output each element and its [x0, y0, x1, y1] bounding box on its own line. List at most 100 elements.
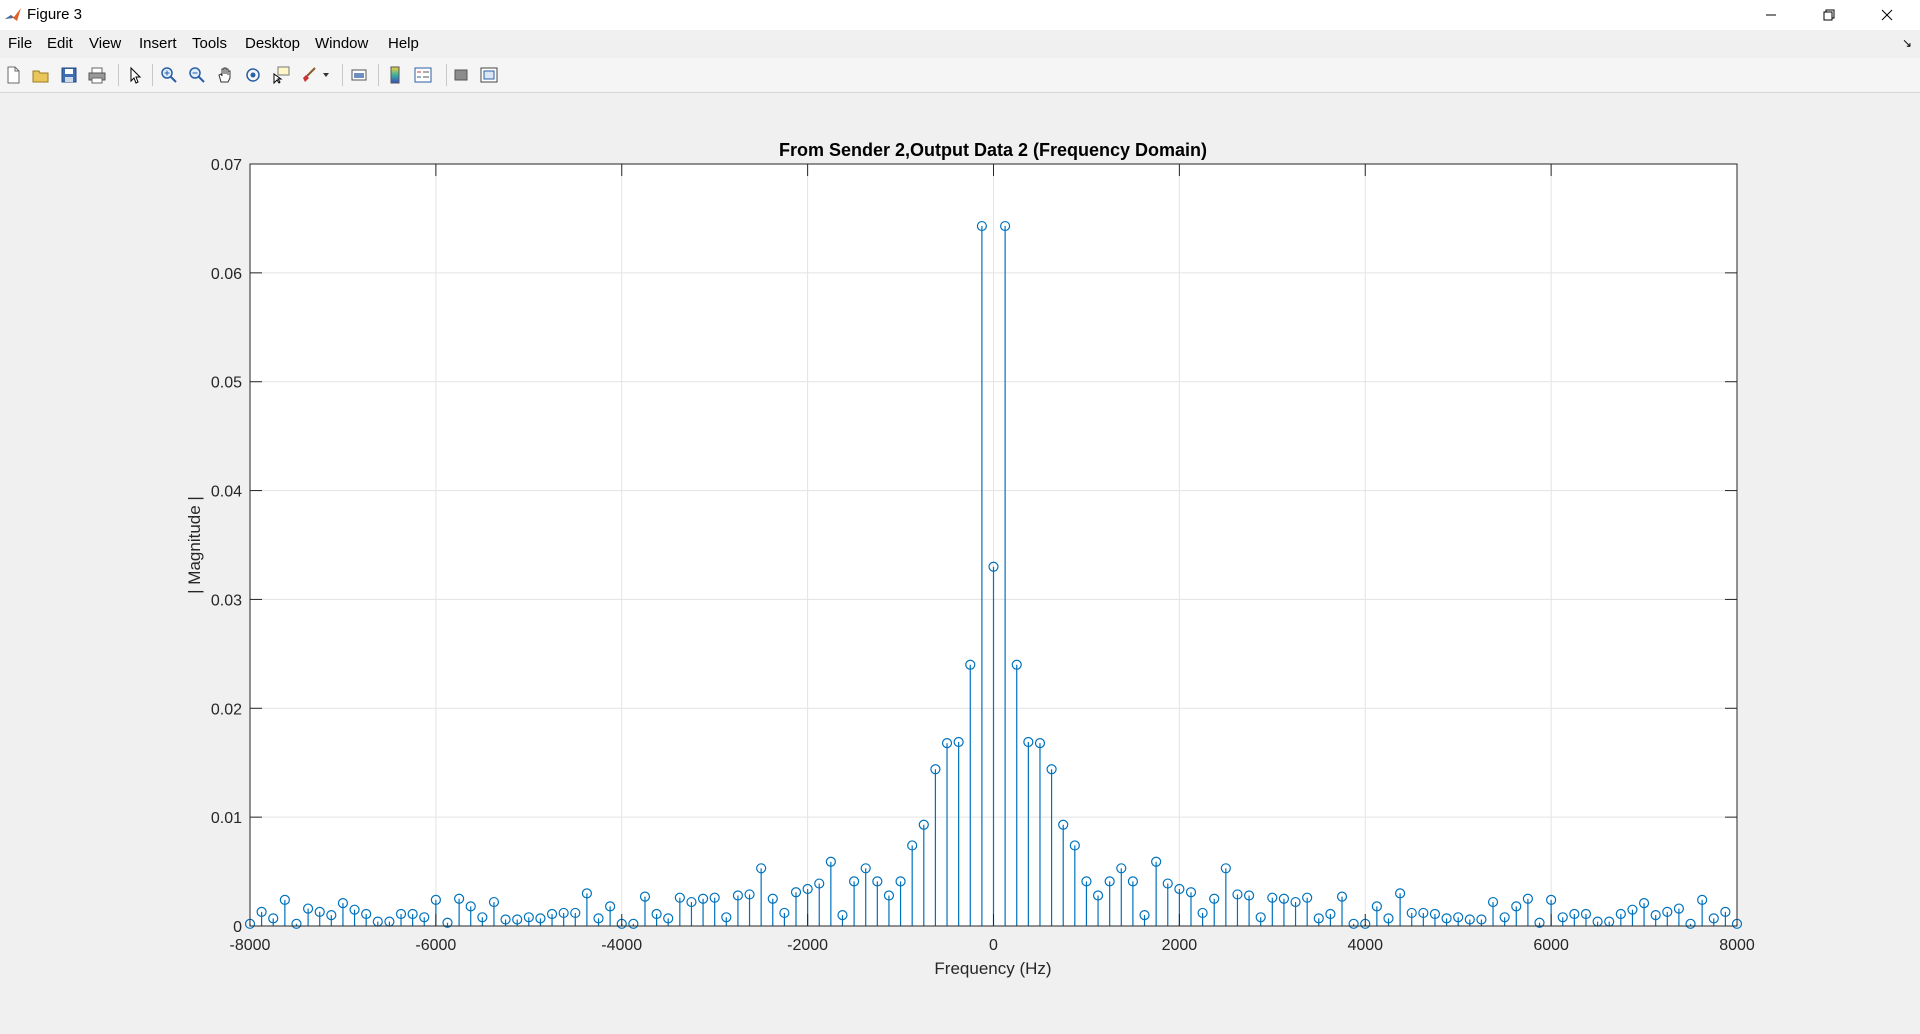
- new-figure-icon: [7, 66, 20, 84]
- stem-marker: [1650, 910, 1661, 921]
- y-tick-label: 0.03: [211, 592, 242, 609]
- stem-marker: [1453, 912, 1464, 923]
- stem-marker: [430, 894, 441, 905]
- stem-marker: [1000, 220, 1011, 232]
- restore-icon: [1823, 9, 1835, 21]
- dock-arrow-icon[interactable]: ↘: [1901, 36, 1912, 50]
- stem-marker: [1139, 910, 1150, 921]
- hide-plot-tools-button[interactable]: [450, 64, 472, 86]
- insert-colorbar-button[interactable]: [384, 64, 406, 86]
- stem-marker: [1627, 904, 1638, 915]
- stem-marker: [1034, 738, 1046, 749]
- stem-marker: [291, 918, 302, 929]
- hide-plot-tools-icon: [454, 69, 468, 81]
- stem-marker: [965, 659, 976, 670]
- menu-desktop[interactable]: Desktop: [245, 35, 301, 52]
- stem-marker: [477, 912, 488, 923]
- open-file-button[interactable]: [30, 64, 52, 86]
- stem-marker: [1371, 901, 1382, 912]
- stem-marker: [860, 863, 871, 874]
- insert-legend-button[interactable]: [412, 64, 434, 86]
- rotate-3d-button[interactable]: [242, 64, 264, 86]
- stem-marker: [1522, 893, 1533, 904]
- y-tick-label: 0.06: [211, 266, 242, 283]
- stem-marker: [1162, 878, 1173, 889]
- edit-plot-button[interactable]: [124, 64, 146, 86]
- x-tick-label: -2000: [787, 937, 828, 954]
- menu-view[interactable]: View: [89, 35, 122, 52]
- rotate-3d-icon: [246, 68, 260, 82]
- stem-marker: [488, 896, 500, 908]
- stem-marker: [663, 913, 674, 924]
- zoom-in-icon: [161, 67, 177, 83]
- stem-marker: [1336, 891, 1348, 902]
- menu-window[interactable]: Window: [315, 35, 369, 52]
- menu-help[interactable]: Help: [388, 35, 419, 52]
- menu-tools[interactable]: Tools: [192, 35, 228, 52]
- stem-marker: [314, 906, 325, 917]
- stem-marker: [790, 887, 802, 898]
- stem-marker: [1546, 894, 1557, 905]
- stem-marker: [825, 856, 836, 867]
- stem-marker: [1209, 893, 1220, 904]
- restore-button[interactable]: [1806, 0, 1852, 30]
- stem-marker: [1557, 912, 1568, 923]
- stem-marker: [1058, 819, 1069, 830]
- menu-edit[interactable]: Edit: [47, 35, 73, 52]
- stem-marker: [674, 892, 685, 903]
- toolbar-separator: [118, 64, 119, 86]
- stem-marker: [454, 893, 465, 904]
- stem-marker: [1476, 914, 1487, 925]
- stem-marker: [361, 908, 372, 920]
- menu-insert[interactable]: Insert: [139, 35, 177, 52]
- stem-marker: [1197, 907, 1208, 919]
- new-figure-button[interactable]: [2, 64, 24, 86]
- link-plot-button[interactable]: [348, 64, 370, 86]
- stem-marker: [1069, 840, 1080, 851]
- stem-marker: [953, 736, 964, 748]
- stem-marker: [302, 903, 314, 914]
- print-button[interactable]: [86, 64, 108, 86]
- close-button[interactable]: [1864, 0, 1910, 30]
- y-tick-label: 0.01: [211, 810, 242, 827]
- stem-chart[interactable]: -8000 -6000 -4000 -2000 0 2000 4000 6000 8000 00…: [0, 93, 1920, 1029]
- stem-marker: [802, 883, 813, 895]
- x-tick-label: -6000: [415, 937, 456, 954]
- figure-toolbar: [0, 58, 1920, 93]
- stem-marker: [605, 901, 616, 912]
- x-tick-label: -4000: [601, 937, 642, 954]
- data-cursor-button[interactable]: [270, 64, 292, 86]
- stem-marker: [1383, 913, 1394, 924]
- stem-marker: [1313, 913, 1324, 924]
- stem-marker: [1615, 908, 1626, 920]
- x-tick-label: 6000: [1533, 937, 1569, 954]
- menu-file[interactable]: File: [8, 35, 33, 52]
- save-icon: [61, 67, 77, 83]
- stem-marker: [523, 912, 534, 923]
- matlab-logo-icon: [5, 8, 21, 21]
- brush-button[interactable]: [298, 64, 320, 86]
- zoom-in-button[interactable]: [158, 64, 180, 86]
- brush-dropdown[interactable]: [320, 64, 332, 86]
- zoom-out-button[interactable]: [186, 64, 208, 86]
- stem-marker: [349, 904, 360, 915]
- stem-marker: [1116, 863, 1127, 874]
- save-button[interactable]: [58, 64, 80, 86]
- stem-series: [244, 220, 1743, 929]
- stem-marker: [1638, 898, 1650, 909]
- stem-marker: [744, 889, 755, 900]
- stem-marker: [1487, 896, 1499, 908]
- stem-marker: [1406, 907, 1417, 919]
- pan-button[interactable]: [214, 64, 236, 86]
- print-icon: [88, 67, 106, 84]
- stem-marker: [1127, 876, 1139, 887]
- show-plot-tools-button[interactable]: [478, 64, 500, 86]
- menu-bar: File Edit View Insert Tools Desktop Wind…: [0, 30, 1920, 58]
- x-tick-label: 2000: [1162, 937, 1198, 954]
- x-tick-label: 8000: [1719, 937, 1755, 954]
- window-title: Figure 3: [27, 6, 83, 23]
- stem-marker: [697, 893, 709, 904]
- minimize-icon: [1766, 14, 1776, 16]
- minimize-button[interactable]: [1748, 0, 1794, 30]
